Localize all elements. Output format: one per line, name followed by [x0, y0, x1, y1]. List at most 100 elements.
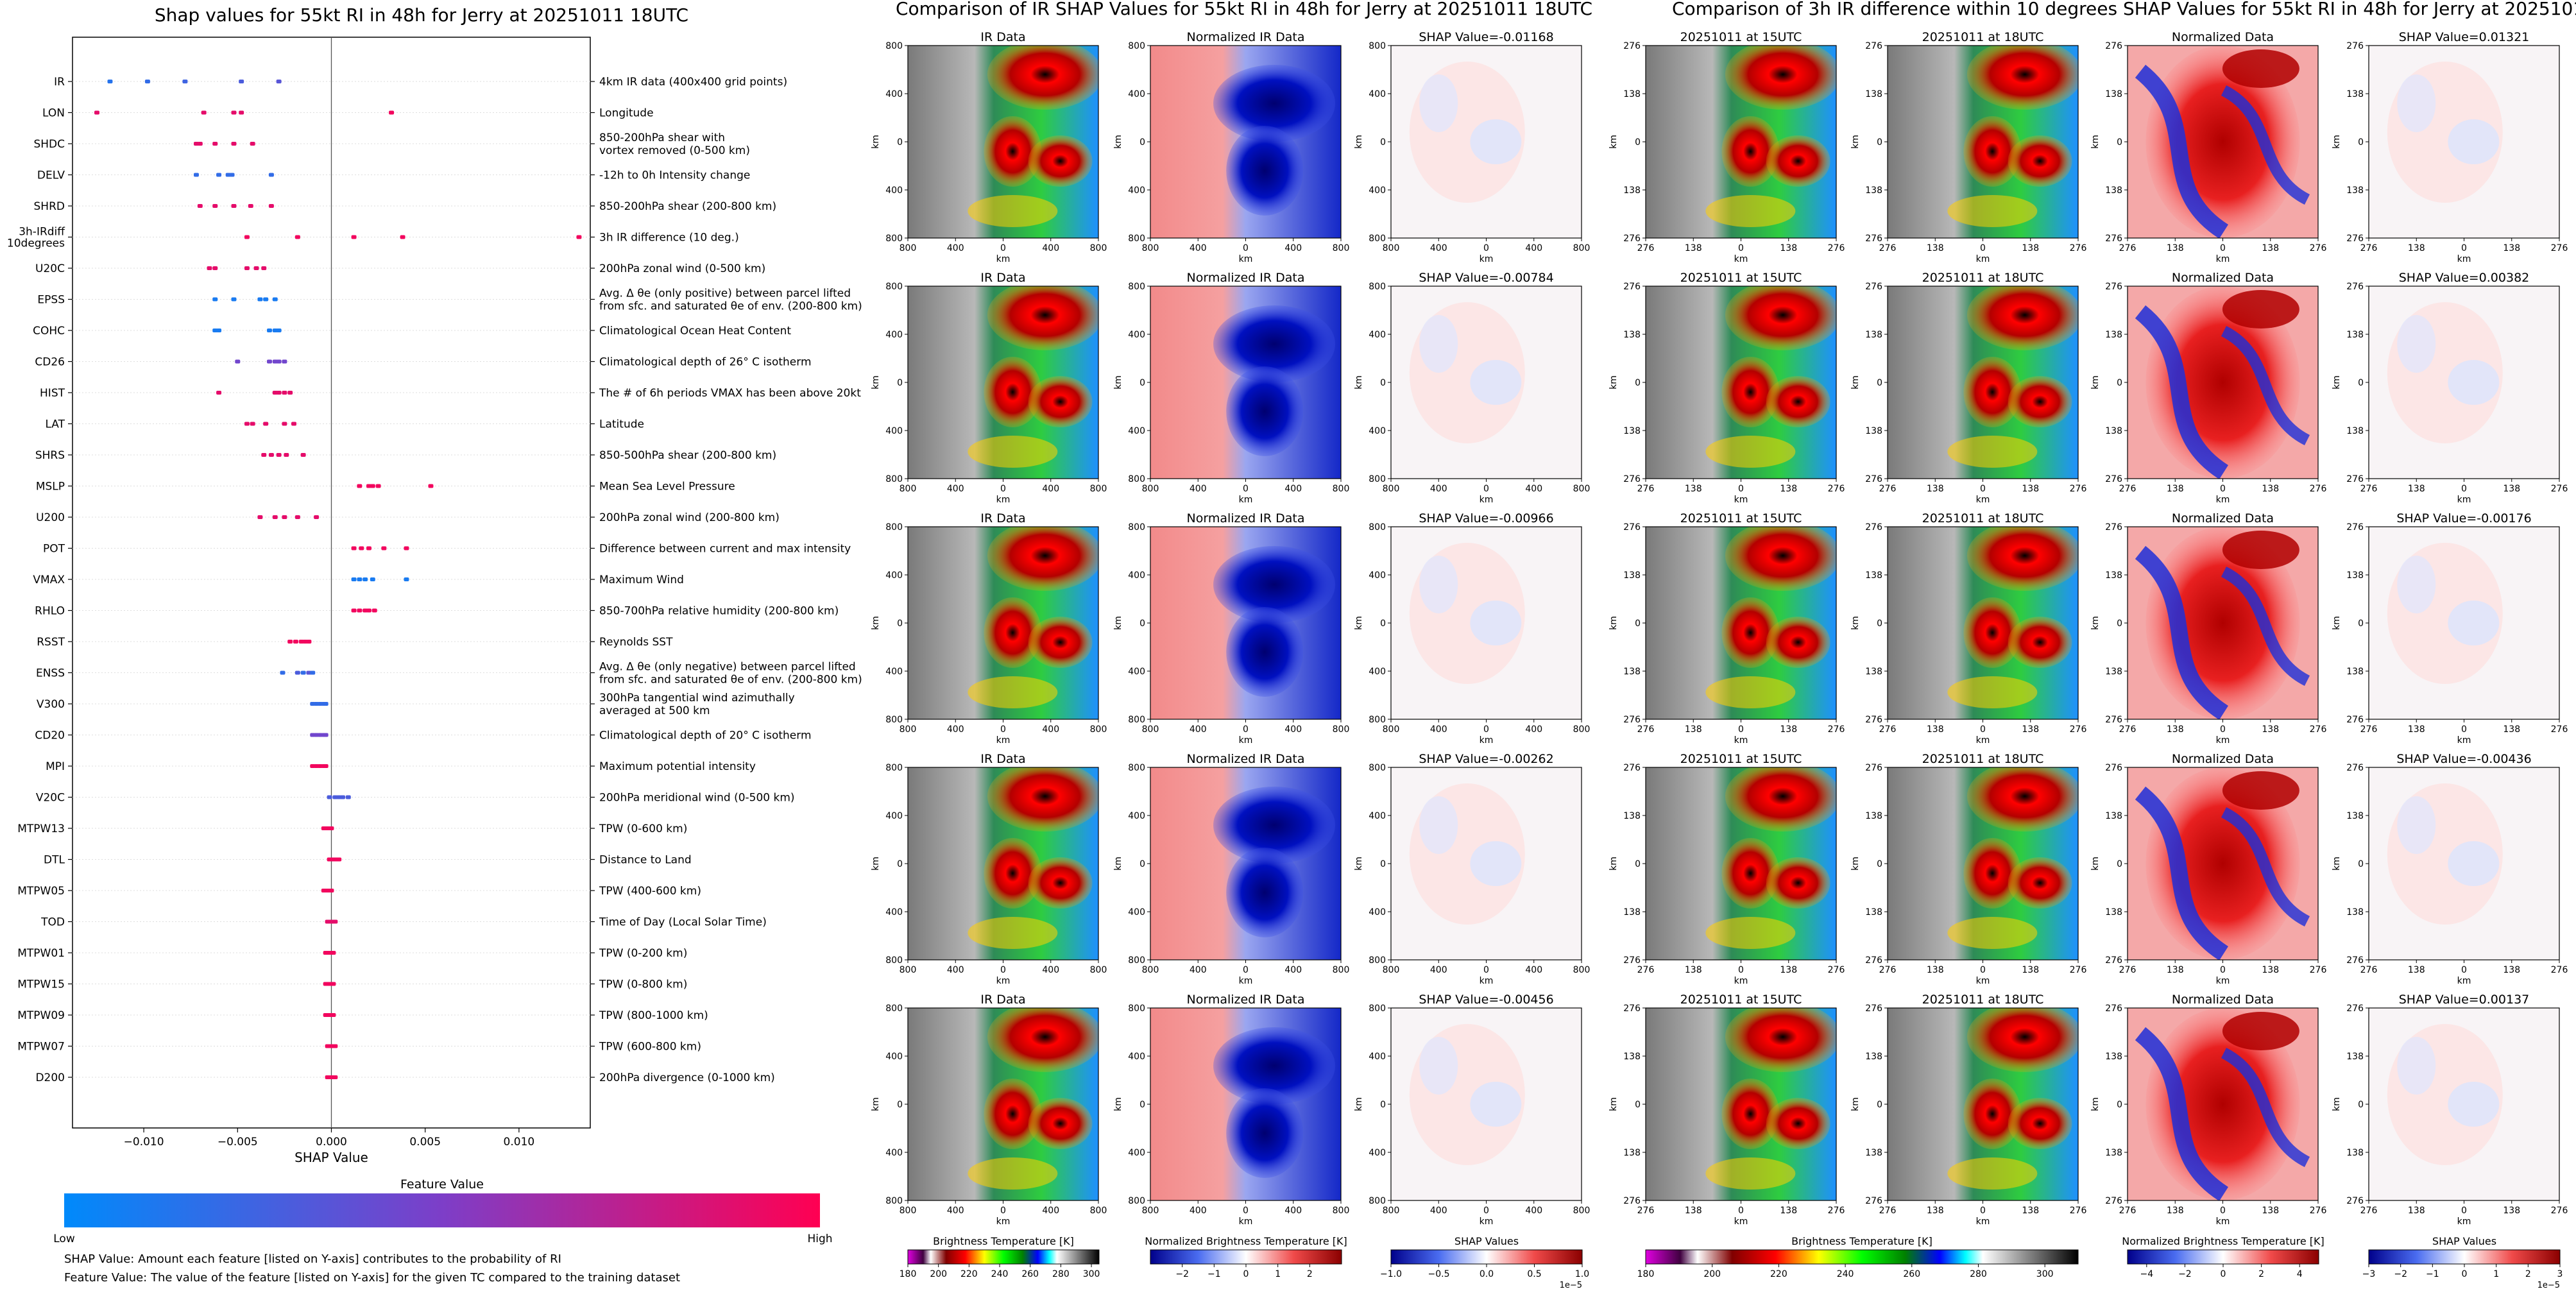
panel-xtick-label: 276 — [1637, 243, 1655, 253]
panel-ylabel: km — [2332, 1097, 2342, 1111]
feature-label-line: CD26 — [35, 355, 65, 368]
panel-title: IR Data — [980, 271, 1025, 285]
panel-title: IR Data — [980, 511, 1025, 525]
panel-xtick-label: 276 — [1879, 724, 1897, 735]
feature-label-line: D200 — [35, 1071, 65, 1084]
feature-description-line: TPW (600-800 km) — [599, 1040, 701, 1053]
feature-label-line: 3h-IRdiff — [19, 225, 65, 238]
panel-ylabel: km — [2332, 857, 2342, 871]
panel-ytick-label: 800 — [1369, 763, 1386, 773]
panel-ytick-label: 138 — [2105, 185, 2122, 196]
feature-label: U200 — [36, 511, 65, 524]
panel-xlabel: km — [1239, 495, 1253, 505]
panel-xtick-label: 800 — [1090, 724, 1107, 735]
feature-description: 200hPa zonal wind (200-800 km) — [599, 511, 780, 524]
panel-ytick-label: 0 — [2117, 859, 2122, 869]
panel-ytick-label: 800 — [1128, 1196, 1145, 1206]
colorbar-label: Brightness Temperature [K] — [1791, 1235, 1932, 1247]
feature-label-line: SHRS — [35, 449, 65, 462]
panel-ytick-label: 138 — [2105, 811, 2122, 821]
panel-image — [1391, 527, 1582, 719]
shap-beeswarm-chart: IR 4km IR data (400x400 grid points) LON Lo… — [7, 37, 862, 1165]
panel-ytick-label: 0 — [1877, 378, 1882, 388]
panel-xlabel: km — [1734, 495, 1748, 505]
colorbar-tick-label: 0.5 — [1527, 1269, 1541, 1279]
panel-xtick-label: 138 — [2167, 724, 2184, 735]
panel-title: 20251011 at 15UTC — [1680, 30, 1802, 44]
panel-ytick-label: 138 — [2346, 667, 2364, 677]
panel-xtick-label: 276 — [2070, 724, 2087, 735]
panel-xlabel: km — [996, 254, 1011, 264]
panel-xtick-label: 400 — [1430, 484, 1447, 494]
panel-image — [2369, 1008, 2559, 1200]
shap-neg-area — [2448, 601, 2500, 645]
panel-ytick-label: 138 — [2346, 1052, 2364, 1062]
feature-label-line: EPSS — [37, 293, 65, 306]
panel-xlabel: km — [2457, 735, 2471, 746]
panel-ytick-label: 400 — [1128, 907, 1145, 918]
panel-ytick-label: 276 — [1623, 715, 1641, 725]
panel-xtick-label: 400 — [1284, 1206, 1302, 1216]
panel-ytick-label: 400 — [885, 1148, 903, 1158]
panel-ytick-label: 138 — [2105, 1052, 2122, 1062]
shap-point — [257, 297, 263, 302]
ir-title: Comparison of IR SHAP Values for 55kt RI… — [896, 0, 1592, 19]
shap-point — [287, 391, 293, 395]
panel-title: SHAP Value=-0.00456 — [1419, 993, 1553, 1007]
panel-xtick-label: 400 — [1190, 724, 1207, 735]
panel-xlabel: km — [1239, 735, 1253, 746]
storm-east — [1766, 857, 1830, 909]
panel-ytick-label: 0 — [897, 378, 903, 388]
storm-north — [987, 527, 1098, 591]
shap-point — [294, 515, 300, 519]
shap-point — [197, 142, 203, 146]
shap-point — [284, 453, 289, 457]
panel-ytick-label: 276 — [2105, 1196, 2122, 1206]
panel-title: 20251011 at 15UTC — [1680, 993, 1802, 1007]
storm-center — [1721, 1079, 1780, 1149]
feature-description: The # of 6h periods VMAX has been above … — [599, 387, 861, 400]
feature-description-line: Climatological depth of 20° C isotherm — [599, 729, 812, 742]
panel-xtick-label: 0 — [2220, 484, 2226, 494]
panel-xtick-label: 800 — [900, 724, 917, 735]
feature-label: U20C — [35, 262, 65, 275]
shap-point — [357, 577, 363, 581]
shap-point — [323, 702, 328, 706]
panel-image — [1150, 767, 1341, 960]
panel-xtick-label: 400 — [1190, 1206, 1207, 1216]
cold-south — [1226, 366, 1304, 456]
panel-xtick-label: 400 — [1525, 484, 1542, 494]
colorbar: Brightness Temperature [K] 180 200 220 240 26… — [900, 1235, 1100, 1279]
panel-image — [1150, 527, 1341, 719]
panel-xtick-label: 800 — [1333, 1206, 1350, 1216]
panel-ytick-label: 138 — [1623, 570, 1641, 581]
panel-xtick-label: 400 — [1284, 243, 1302, 253]
feature-description-line: Maximum Wind — [599, 574, 684, 586]
panel-xtick-label: 276 — [2119, 1206, 2137, 1216]
colorbar-tick-label: 2 — [1307, 1269, 1313, 1279]
panel-ytick-label: 0 — [1877, 859, 1882, 869]
panel-ylabel: km — [871, 857, 881, 871]
panel-ylabel: km — [1608, 857, 1619, 871]
panel-xtick-label: 800 — [1142, 1206, 1159, 1216]
panel-xtick-label: 138 — [2022, 724, 2039, 735]
panel-xtick-label: 0 — [1980, 484, 1986, 494]
panel-xtick-label: 400 — [1284, 484, 1302, 494]
feature-legend-title: Feature Value — [400, 1177, 484, 1191]
panel-title: Normalized IR Data — [1187, 993, 1305, 1007]
panel-xtick-label: 276 — [2070, 243, 2087, 253]
feature-description: Mean Sea Level Pressure — [599, 480, 735, 493]
cloud-band — [968, 1157, 1058, 1190]
panel-xtick-label: 800 — [900, 1206, 917, 1216]
storm-center — [984, 838, 1042, 909]
shap-point — [182, 80, 188, 83]
feature-label-line: MTPW15 — [17, 978, 65, 991]
panel-xtick-label: 276 — [2310, 965, 2327, 975]
storm-center — [1721, 597, 1780, 668]
shap-point — [336, 857, 342, 862]
colorbar-tick-label: 0.0 — [1480, 1269, 1494, 1279]
panel-xlabel: km — [2457, 1216, 2471, 1227]
shap-neg-area — [2397, 315, 2436, 373]
panel-ytick-label: 400 — [1128, 330, 1145, 340]
